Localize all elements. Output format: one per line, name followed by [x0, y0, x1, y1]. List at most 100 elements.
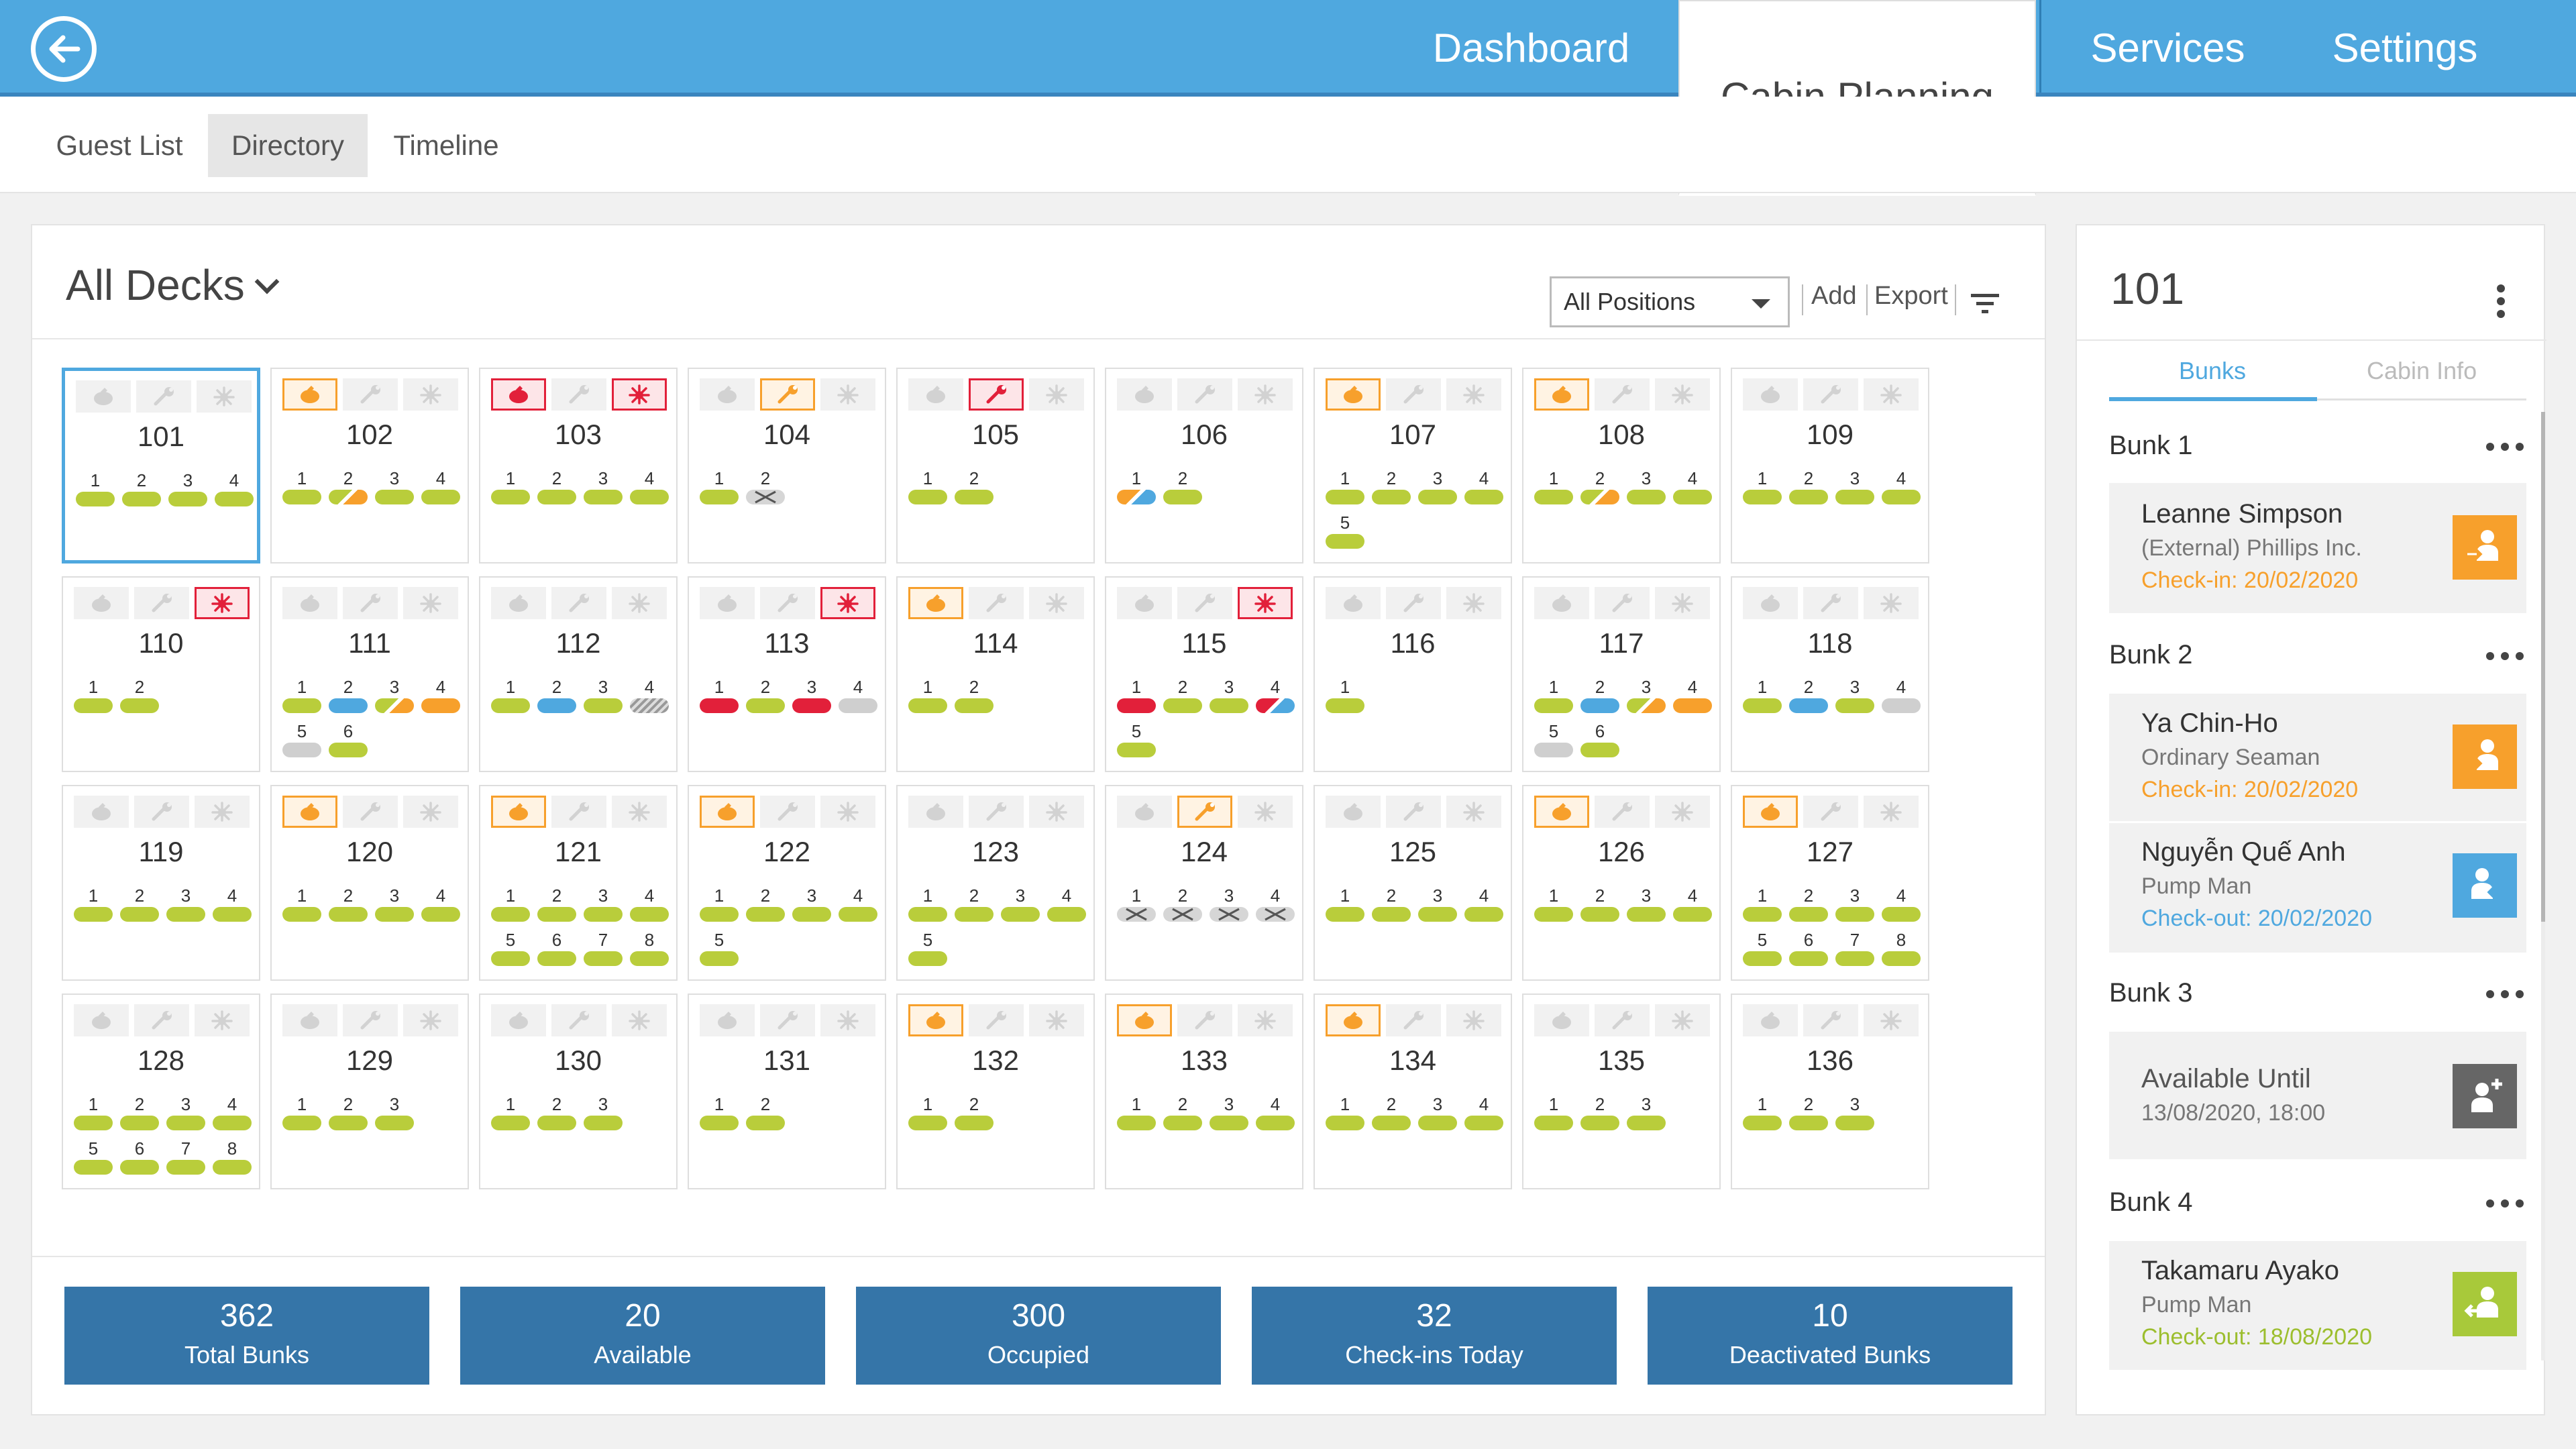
- bunk-indicator[interactable]: 4: [1882, 468, 1921, 510]
- bunk-indicator[interactable]: 4: [1464, 468, 1503, 510]
- more-horizontal-icon[interactable]: [2486, 443, 2524, 452]
- bunk-indicator[interactable]: 6: [329, 721, 368, 763]
- bunk-indicator[interactable]: 2: [746, 1094, 785, 1136]
- cabin-card[interactable]: 105 1 2: [896, 368, 1095, 564]
- cabin-card[interactable]: 102 1 2 3 4: [270, 368, 469, 564]
- bunk-indicator[interactable]: 4: [421, 468, 460, 510]
- bunk-indicator[interactable]: 2: [1372, 1094, 1411, 1136]
- cabin-card[interactable]: 112 1 2 3 4: [479, 576, 678, 772]
- bunk-indicator[interactable]: 2: [1163, 677, 1202, 718]
- bunk-indicator[interactable]: 2: [1789, 1094, 1828, 1136]
- bunk-indicator[interactable]: 2: [746, 677, 785, 718]
- bunk-indicator[interactable]: 4: [1047, 885, 1086, 927]
- bunk-indicator[interactable]: 7: [166, 1138, 205, 1180]
- cabin-card[interactable]: 126 1 2 3 4: [1522, 785, 1721, 981]
- cabin-card[interactable]: 136 1 2 3: [1731, 994, 1929, 1189]
- bunk-indicator[interactable]: 3: [1627, 1094, 1666, 1136]
- bunk-indicator[interactable]: 3: [1210, 885, 1248, 927]
- check-out-icon[interactable]: [2453, 1272, 2517, 1336]
- bunk-indicator[interactable]: 3: [1835, 1094, 1874, 1136]
- cabin-card[interactable]: 124 1 2 3 4: [1105, 785, 1303, 981]
- bunk-indicator[interactable]: 1: [282, 885, 321, 927]
- stat-occupied[interactable]: 300 Occupied: [856, 1287, 1221, 1385]
- bunk-indicator[interactable]: 4: [421, 885, 460, 927]
- bunk-indicator[interactable]: 2: [537, 677, 576, 718]
- bunk-indicator[interactable]: 6: [1580, 721, 1619, 763]
- bunk-indicator[interactable]: 5: [1326, 513, 1364, 554]
- bunk-indicator[interactable]: 2: [746, 468, 785, 510]
- bunk-indicator[interactable]: 2: [1580, 885, 1619, 927]
- add-button[interactable]: Add: [1811, 282, 1857, 310]
- cabin-card[interactable]: 119 1 2 3 4: [62, 785, 260, 981]
- bunk-indicator[interactable]: 1: [1534, 468, 1573, 510]
- cabin-card[interactable]: 121 1 2 3 4 5 6 7 8: [479, 785, 678, 981]
- bunk-indicator[interactable]: 2: [955, 1094, 994, 1136]
- bunk-indicator[interactable]: 2: [1580, 677, 1619, 718]
- bunk-indicator[interactable]: 2: [537, 1094, 576, 1136]
- cabin-card[interactable]: 106 1 2: [1105, 368, 1303, 564]
- cabin-card[interactable]: 127 1 2 3 4 5 6 7 8: [1731, 785, 1929, 981]
- bunk-indicator[interactable]: 3: [375, 677, 414, 718]
- bunk-indicator[interactable]: 2: [122, 470, 161, 512]
- bunk-indicator[interactable]: 4: [1256, 1094, 1295, 1136]
- bunk-indicator[interactable]: 2: [1580, 468, 1619, 510]
- cabin-card[interactable]: 129 1 2 3: [270, 994, 469, 1189]
- bunk-indicator[interactable]: 5: [1743, 930, 1782, 971]
- bunk-indicator[interactable]: 3: [584, 468, 623, 510]
- bunk-indicator[interactable]: 3: [166, 1094, 205, 1136]
- bunk-indicator[interactable]: 4: [1256, 677, 1295, 718]
- bunk-indicator[interactable]: 6: [1789, 930, 1828, 971]
- bunk-indicator[interactable]: 4: [1882, 677, 1921, 718]
- bunk-indicator[interactable]: 3: [1627, 885, 1666, 927]
- bunk-indicator[interactable]: 4: [215, 470, 254, 512]
- cabin-card[interactable]: 108 1 2 3 4: [1522, 368, 1721, 564]
- cabin-card[interactable]: 125 1 2 3 4: [1313, 785, 1512, 981]
- bunk-indicator[interactable]: 3: [1835, 885, 1874, 927]
- bunk-indicator[interactable]: 6: [120, 1138, 159, 1180]
- bunk-1-card[interactable]: Leanne Simpson (External) Phillips Inc. …: [2109, 483, 2526, 613]
- bunk-indicator[interactable]: 4: [421, 677, 460, 718]
- nav-settings[interactable]: Settings: [2332, 25, 2478, 70]
- tab-directory[interactable]: Directory: [208, 114, 368, 177]
- bunk-indicator[interactable]: 3: [375, 1094, 414, 1136]
- bunk-indicator[interactable]: 8: [1882, 930, 1921, 971]
- cabin-card[interactable]: 107 1 2 3 4 5: [1313, 368, 1512, 564]
- tab-guest-list[interactable]: Guest List: [56, 129, 183, 161]
- add-guest-icon[interactable]: [2453, 1064, 2517, 1128]
- bunk-indicator[interactable]: 1: [1117, 677, 1156, 718]
- scrollbar-thumb[interactable]: [2541, 412, 2545, 922]
- bunk-indicator[interactable]: 1: [700, 677, 739, 718]
- cabin-card[interactable]: 128 1 2 3 4 5 6 7 8: [62, 994, 260, 1189]
- bunk-indicator[interactable]: 2: [1789, 885, 1828, 927]
- cabin-card[interactable]: 103 1 2 3 4: [479, 368, 678, 564]
- bunk-indicator[interactable]: 1: [491, 468, 530, 510]
- bunk-indicator[interactable]: 2: [1163, 885, 1202, 927]
- cabin-card[interactable]: 123 1 2 3 4 5: [896, 785, 1095, 981]
- position-select[interactable]: All Positions: [1550, 276, 1790, 327]
- bunk-indicator[interactable]: 1: [74, 885, 113, 927]
- bunk-indicator[interactable]: 5: [282, 721, 321, 763]
- bunk-indicator[interactable]: 2: [120, 1094, 159, 1136]
- bunk-indicator[interactable]: 1: [491, 677, 530, 718]
- bunk-indicator[interactable]: 1: [74, 1094, 113, 1136]
- cabin-card[interactable]: 135 1 2 3: [1522, 994, 1721, 1189]
- cabin-card[interactable]: 118 1 2 3 4: [1731, 576, 1929, 772]
- bunk-indicator[interactable]: 8: [213, 1138, 252, 1180]
- more-horizontal-icon[interactable]: [2486, 652, 2524, 661]
- bunk-indicator[interactable]: 4: [1673, 677, 1712, 718]
- bunk-indicator[interactable]: 4: [213, 1094, 252, 1136]
- bunk-indicator[interactable]: 6: [537, 930, 576, 971]
- bunk-indicator[interactable]: 1: [908, 1094, 947, 1136]
- cabin-card[interactable]: 115 1 2 3 4 5: [1105, 576, 1303, 772]
- filter-icon[interactable]: [1968, 290, 2002, 317]
- bunk-indicator[interactable]: 2: [955, 885, 994, 927]
- more-horizontal-icon[interactable]: [2486, 1199, 2524, 1209]
- cabin-card[interactable]: 104 1 2: [688, 368, 886, 564]
- bunk-indicator[interactable]: 2: [329, 885, 368, 927]
- bunk-indicator[interactable]: 3: [1835, 677, 1874, 718]
- bunk-indicator[interactable]: 1: [74, 677, 113, 718]
- bunk-indicator[interactable]: 3: [375, 885, 414, 927]
- bunk-indicator[interactable]: 1: [700, 885, 739, 927]
- cabin-card[interactable]: 113 1 2 3 4: [688, 576, 886, 772]
- bunk-indicator[interactable]: 1: [1117, 1094, 1156, 1136]
